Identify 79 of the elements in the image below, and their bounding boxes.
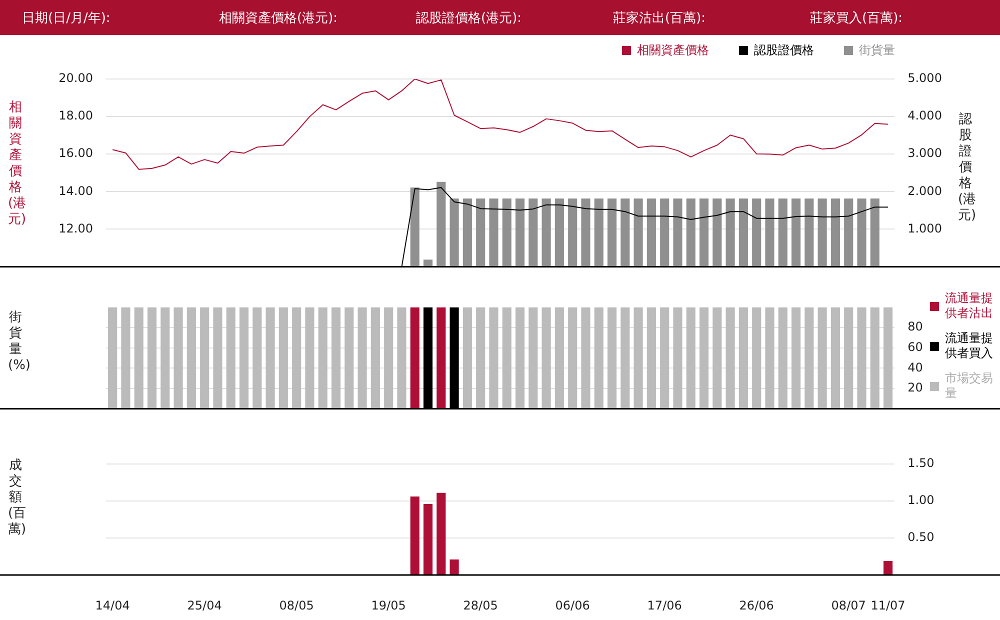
x-tick-label: 28/05: [463, 598, 498, 612]
bar: [830, 198, 840, 267]
bar: [646, 198, 656, 267]
bar: [857, 198, 866, 267]
bar: [554, 198, 564, 267]
bar: [423, 260, 433, 267]
bar: [844, 198, 854, 267]
bar: [883, 560, 893, 575]
bar: [502, 198, 512, 267]
bar: [791, 198, 801, 267]
legend-label: 認股證價格: [754, 42, 814, 59]
bar: [450, 198, 459, 267]
bar: [752, 198, 762, 267]
bar: [699, 198, 709, 267]
bar: [870, 198, 880, 267]
bar: [726, 198, 735, 267]
legend-label: 相關資產價格: [637, 42, 709, 59]
y2-tick-label: 4.000: [908, 108, 942, 123]
y2-tick-label: 3.000: [908, 146, 942, 160]
legend-label: 市場交易量: [945, 371, 994, 401]
y-tick-label: 60: [908, 340, 923, 354]
x-tick-label: 25/04: [187, 598, 222, 612]
x-tick-label: 26/06: [739, 598, 774, 612]
bar: [489, 198, 498, 267]
bar: [818, 198, 827, 267]
bar: [528, 198, 538, 267]
bar: [686, 198, 696, 267]
x-tick-label: 17/06: [647, 598, 682, 612]
y-axis-title: 相關資產價格(港元): [8, 100, 26, 228]
y-tick-label: 1.50: [908, 456, 934, 470]
bar: [423, 504, 433, 575]
x-tick-label: 19/05: [371, 598, 406, 612]
y-tick-label: 1.00: [908, 493, 934, 508]
x-tick-label: 08/07: [831, 598, 866, 612]
bar: [436, 492, 446, 575]
bar: [712, 198, 722, 267]
bar: [542, 198, 551, 267]
bar: [568, 198, 578, 267]
bar: [476, 198, 486, 267]
y-tick-label: 0.50: [908, 530, 934, 544]
bar: [607, 198, 617, 267]
bar: [594, 198, 604, 267]
x-tick-label: 06/06: [555, 598, 590, 612]
bar: [436, 182, 446, 267]
x-tick-label: 08/05: [279, 598, 314, 612]
legend-label: 街貨量: [859, 42, 895, 59]
y-tick-label: 20.00: [58, 71, 93, 86]
bar: [515, 198, 525, 267]
bar: [778, 198, 788, 267]
bar: [765, 198, 774, 267]
y-tick-label: 16.00: [58, 146, 93, 160]
bar: [660, 198, 670, 267]
bar: [410, 496, 420, 575]
y-tick-label: 18.00: [58, 108, 93, 123]
bar: [673, 198, 682, 267]
y-axis-title: 街貨量(%): [8, 310, 30, 374]
legend-label: 流通量提供者沽出: [945, 291, 994, 321]
bar: [634, 198, 643, 267]
bar: [804, 198, 814, 267]
bar: [581, 198, 590, 267]
y-tick-label: 20: [908, 380, 923, 395]
y2-axis-title: 認股證價格(港元): [958, 112, 976, 224]
bar: [620, 198, 630, 267]
y-tick-label: 40: [908, 360, 923, 374]
header-strip: 日期(日/月/年): 相關資產價格(港元): 認股證價格(港元): 莊家沽出(百萬): 莊家買入(百萬):: [0, 0, 1000, 35]
x-tick-label: 14/04: [95, 598, 130, 612]
y2-tick-label: 5.000: [908, 71, 942, 86]
y-tick-label: 80: [908, 320, 923, 334]
y2-tick-label: 1.000: [908, 221, 942, 236]
x-tick-label: 11/07: [870, 598, 906, 612]
y2-tick-label: 2.000: [908, 184, 942, 198]
y-tick-label: 14.00: [58, 184, 93, 198]
bar: [450, 559, 459, 575]
bar: [410, 188, 420, 267]
y-tick-label: 12.00: [58, 221, 93, 236]
bar: [738, 198, 748, 267]
legend-label: 流通量提供者買入: [945, 331, 994, 361]
y-axis-title: 成交額(百萬): [8, 458, 26, 538]
bar: [462, 198, 472, 267]
